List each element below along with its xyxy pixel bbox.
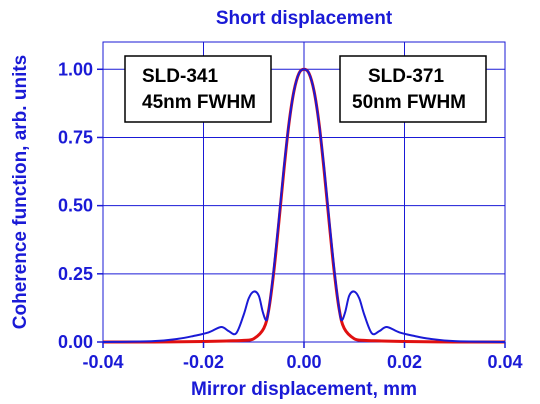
y-axis-label: Coherence function, arb. units xyxy=(10,55,31,329)
annotation-right-line1: SLD-371 xyxy=(368,66,444,87)
x-tick-label: -0.04 xyxy=(82,352,123,372)
series-line-sld-371 xyxy=(102,68,506,343)
annotation-left-line1: SLD-341 xyxy=(142,66,218,87)
y-tick-label: 0.00 xyxy=(58,332,93,352)
x-tick-label: 0.04 xyxy=(487,352,522,372)
annotation-left-line2: 45nm FWHM xyxy=(142,92,256,113)
annotation-box-right xyxy=(339,55,487,123)
x-tick-label: 0.00 xyxy=(286,352,321,372)
x-tick-label: 0.02 xyxy=(387,352,422,372)
y-tick-label: 0.75 xyxy=(58,127,93,147)
annotation-sld-341: SLD-341 45nm FWHM xyxy=(124,55,272,123)
annotation-sld-371: SLD-371 50nm FWHM xyxy=(339,55,487,123)
axis-ticks: -0.04 -0.02 0.00 0.02 0.04 0.00 0.25 0.50 0.75 1.… xyxy=(58,59,523,372)
x-tick-label: -0.02 xyxy=(183,352,224,372)
annotation-box-left xyxy=(124,55,272,123)
x-axis-label: Mirror displacement, mm xyxy=(191,379,417,400)
y-tick-label: 0.25 xyxy=(58,264,93,284)
series-layer xyxy=(102,67,506,344)
y-tick-label: 1.00 xyxy=(58,59,93,79)
annotation-right-line2: 50nm FWHM xyxy=(352,92,466,113)
y-tick-label: 0.50 xyxy=(58,196,93,216)
chart-title: Short displacement xyxy=(216,8,393,29)
